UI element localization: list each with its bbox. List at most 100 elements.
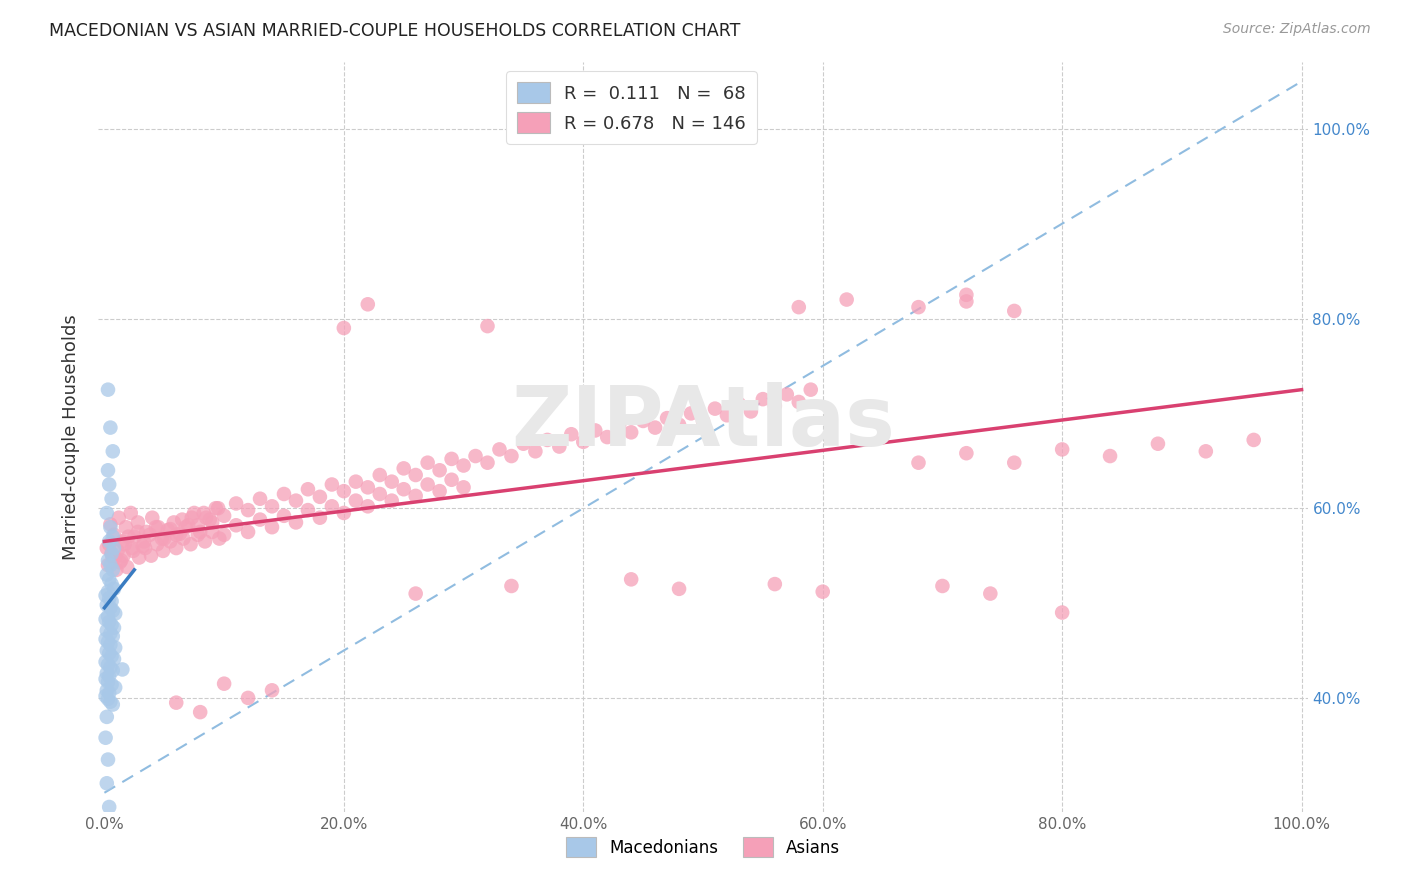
Point [955,288,977,302]
Point [96,598,118,612]
Point [104,607,127,621]
Point [111,663,134,677]
Point [260,683,283,698]
Point [104,681,127,695]
Point [333,506,356,520]
Point [208,532,231,546]
Point [107,544,129,558]
Point [163,516,186,530]
Point [132,534,155,549]
Point [193,506,215,520]
Point [145,520,167,534]
Point [174,520,197,534]
Point [392,461,415,475]
Point [572,434,595,449]
Point [536,433,558,447]
Point [153,532,176,546]
Point [98,800,121,814]
Point [297,503,319,517]
Point [94,612,117,626]
Point [97,657,120,672]
Point [225,496,247,510]
Point [100,695,122,709]
Legend: Macedonians, Asians: Macedonians, Asians [560,830,846,863]
Point [429,463,451,477]
Point [776,387,799,401]
Point [405,586,427,600]
Point [96,541,118,555]
Point [212,676,235,690]
Point [172,513,194,527]
Point [98,537,121,551]
Point [284,493,307,508]
Text: ZIPAtlas: ZIPAtlas [510,382,896,463]
Point [477,456,499,470]
Point [811,584,834,599]
Point [344,493,367,508]
Point [94,672,117,686]
Point [103,528,125,542]
Point [100,678,122,692]
Point [787,395,810,409]
Point [101,563,124,577]
Text: MACEDONIAN VS ASIAN MARRIED-COUPLE HOUSEHOLDS CORRELATION CHART: MACEDONIAN VS ASIAN MARRIED-COUPLE HOUSE… [49,22,741,40]
Point [207,501,229,516]
Point [740,404,762,418]
Point [512,436,534,450]
Point [96,643,118,657]
Point [357,480,380,494]
Point [955,294,977,309]
Point [583,424,606,438]
Point [121,541,143,555]
Point [1243,433,1265,447]
Point [249,491,271,506]
Point [321,477,343,491]
Point [728,397,751,411]
Point [98,615,121,629]
Point [96,666,118,681]
Y-axis label: Married-couple Households: Married-couple Households [62,314,80,560]
Point [112,549,135,563]
Point [159,522,181,536]
Point [134,541,156,555]
Point [98,534,121,549]
Point [110,553,132,567]
Point [97,635,120,649]
Point [105,563,128,577]
Point [655,411,678,425]
Point [97,674,120,689]
Point [501,579,523,593]
Point [96,710,118,724]
Point [97,584,120,599]
Point [152,544,174,558]
Point [979,586,1001,600]
Point [260,500,283,514]
Point [100,547,122,561]
Point [835,293,858,307]
Point [96,506,118,520]
Point [333,484,356,499]
Point [97,609,120,624]
Point [453,480,475,494]
Point [97,383,120,397]
Point [100,600,122,615]
Point [120,506,142,520]
Point [187,518,209,533]
Point [96,776,118,790]
Point [907,456,929,470]
Point [763,399,786,413]
Point [169,526,191,541]
Point [440,451,463,466]
Point [429,484,451,499]
Point [800,383,823,397]
Point [101,629,124,643]
Point [100,517,122,532]
Point [94,689,117,703]
Point [194,534,217,549]
Point [620,572,643,586]
Point [96,624,118,638]
Point [1195,444,1218,458]
Point [177,518,200,533]
Point [931,579,953,593]
Point [104,550,127,565]
